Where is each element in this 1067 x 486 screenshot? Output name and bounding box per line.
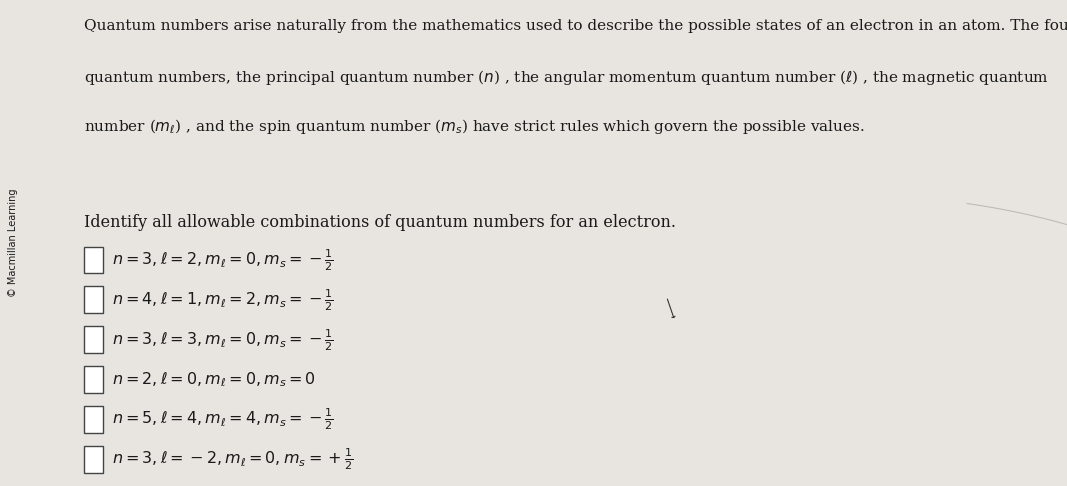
Bar xyxy=(84,247,102,273)
Text: $n = 4, \ell = 1, m_\ell = 2, m_s = -\frac{1}{2}$: $n = 4, \ell = 1, m_\ell = 2, m_s = -\fr… xyxy=(112,287,334,313)
Text: © Macmillan Learning: © Macmillan Learning xyxy=(9,189,18,297)
Text: $n = 3, \ell = 2, m_\ell = 0, m_s = -\frac{1}{2}$: $n = 3, \ell = 2, m_\ell = 0, m_s = -\fr… xyxy=(112,247,334,273)
Text: Identify all allowable combinations of quantum numbers for an electron.: Identify all allowable combinations of q… xyxy=(84,214,675,231)
Bar xyxy=(84,287,102,313)
Text: $n = 3, \ell = 3, m_\ell = 0, m_s = -\frac{1}{2}$: $n = 3, \ell = 3, m_\ell = 0, m_s = -\fr… xyxy=(112,327,334,353)
Bar xyxy=(84,366,102,393)
Text: $n = 3, \ell = -2, m_\ell = 0, m_s = +\frac{1}{2}$: $n = 3, \ell = -2, m_\ell = 0, m_s = +\f… xyxy=(112,446,353,472)
Text: number ($m_\ell$) , and the spin quantum number ($m_s$) have strict rules which : number ($m_\ell$) , and the spin quantum… xyxy=(84,117,864,136)
Bar xyxy=(84,327,102,353)
Bar xyxy=(84,446,102,472)
Text: $n = 5, \ell = 4, m_\ell = 4, m_s = -\frac{1}{2}$: $n = 5, \ell = 4, m_\ell = 4, m_s = -\fr… xyxy=(112,406,334,433)
Text: quantum numbers, the principal quantum number ($n$) , the angular momentum quant: quantum numbers, the principal quantum n… xyxy=(84,68,1049,87)
Text: $n = 2, \ell = 0, m_\ell = 0, m_s = 0$: $n = 2, \ell = 0, m_\ell = 0, m_s = 0$ xyxy=(112,370,316,389)
Bar xyxy=(84,406,102,433)
Text: Quantum numbers arise naturally from the mathematics used to describe the possib: Quantum numbers arise naturally from the… xyxy=(84,19,1067,34)
